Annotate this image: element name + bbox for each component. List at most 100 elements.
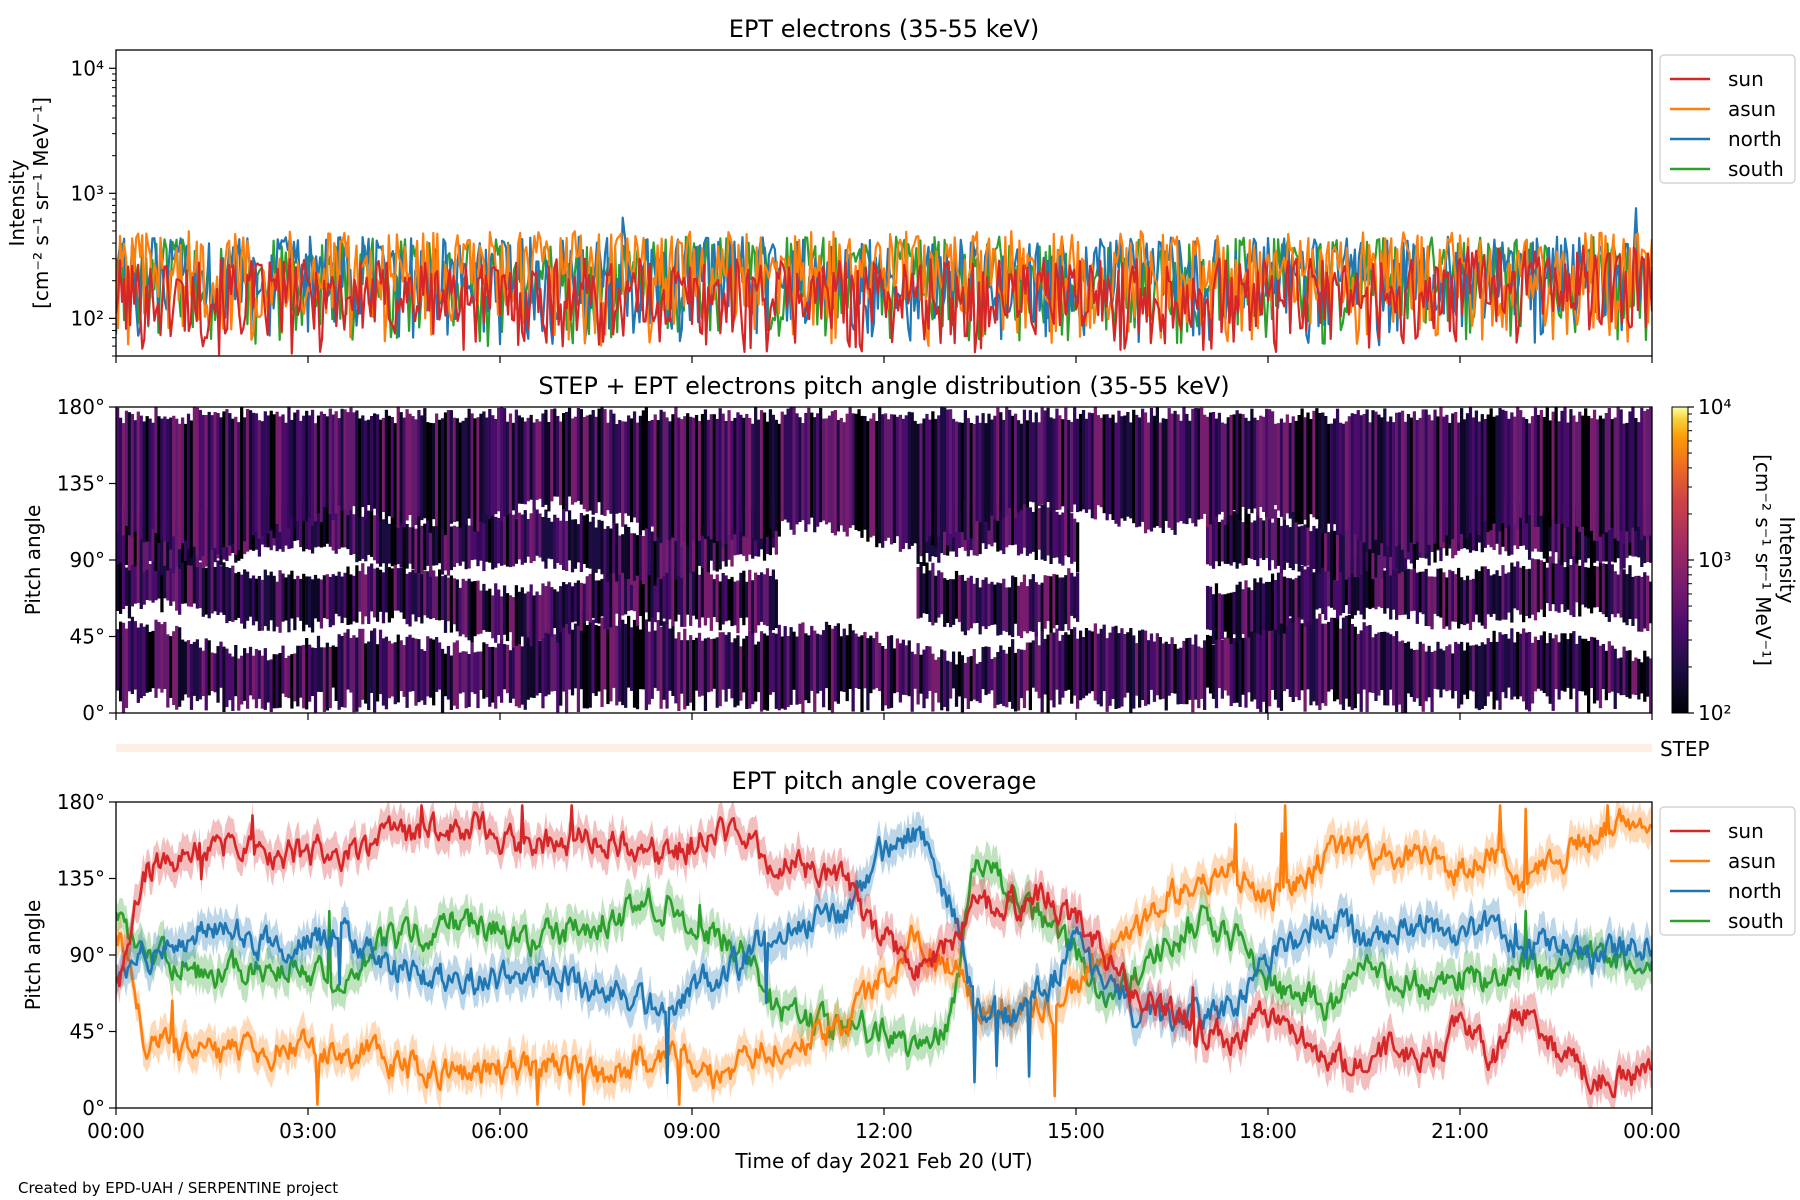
- heatmap-cell: [1008, 587, 1012, 636]
- pad-heatmap-cells: [116, 407, 1652, 713]
- heatmap-cell: [508, 595, 513, 633]
- heatmap-cell: [547, 627, 551, 695]
- heatmap-cell: [960, 655, 965, 713]
- heatmap-cell: [665, 520, 669, 573]
- heatmap-cell: [975, 577, 979, 623]
- heatmap-cell: [1016, 585, 1021, 636]
- heatmap-cell: [1539, 410, 1543, 516]
- heatmap-cell: [567, 510, 572, 561]
- heatmap-cell: [458, 518, 462, 566]
- heatmap-cell: [562, 582, 566, 628]
- heatmap-cell: [653, 414, 657, 542]
- x-tick-label: 00:00: [87, 1119, 145, 1143]
- heatmap-cell: [1061, 634, 1065, 698]
- heatmap-cell: [526, 591, 530, 638]
- heatmap-cell: [1607, 641, 1611, 693]
- heatmap-cell: [157, 416, 161, 543]
- heatmap-cell: [700, 414, 705, 537]
- heatmap-cell: [1211, 412, 1216, 521]
- heatmap-cell: [1386, 568, 1390, 609]
- heatmap-cell: [1108, 417, 1112, 515]
- heatmap-cell: [443, 574, 448, 633]
- heatmap-cell: [1592, 637, 1597, 704]
- heatmap-cell: [1152, 641, 1157, 702]
- heatmap-cell: [1457, 643, 1461, 709]
- heatmap-cell: [748, 569, 752, 631]
- heatmap-cell: [1613, 648, 1617, 709]
- heatmap-cell: [1040, 582, 1044, 632]
- heatmap-cell: [635, 620, 640, 710]
- heatmap-cell: [1105, 638, 1109, 712]
- heatmap-cell: [683, 523, 687, 573]
- y-tick-label: 0°: [82, 701, 105, 725]
- heatmap-cell: [1253, 578, 1257, 633]
- heatmap-cell: [904, 645, 908, 696]
- heatmap-cell: [1058, 640, 1062, 705]
- heatmap-cell: [748, 418, 752, 538]
- heatmap-cell: [901, 418, 905, 549]
- heatmap-cell: [485, 417, 489, 515]
- heatmap-cell: [1019, 500, 1024, 554]
- heatmap-cell: [526, 632, 530, 700]
- heatmap-cell: [792, 631, 796, 690]
- heatmap-cell: [1589, 418, 1594, 531]
- heatmap-cell: [1117, 410, 1121, 527]
- heatmap-cell: [1238, 634, 1242, 707]
- heatmap-cell: [198, 562, 202, 609]
- heatmap-cell: [1415, 572, 1419, 624]
- heatmap-cell: [1037, 645, 1041, 699]
- heatmap-cell: [833, 410, 838, 536]
- heatmap-cell: [1229, 592, 1233, 644]
- heatmap-cell: [508, 650, 513, 703]
- heatmap-cell: [1238, 518, 1242, 564]
- heatmap-cell: [133, 420, 137, 532]
- heatmap-cell: [372, 515, 377, 561]
- legend-label-sun: sun: [1728, 819, 1764, 843]
- heatmap-cell: [1022, 649, 1027, 709]
- heatmap-cell: [1454, 574, 1458, 622]
- heatmap-cell: [1170, 413, 1174, 530]
- heatmap-cell: [1400, 569, 1405, 615]
- heatmap-cell: [872, 413, 876, 536]
- heatmap-cell: [355, 501, 359, 563]
- heatmap-cell: [792, 407, 796, 535]
- heatmap-cell: [470, 510, 474, 561]
- heatmap-cell: [768, 506, 773, 556]
- heatmap-cell: [538, 421, 542, 499]
- heatmap-cell: [898, 643, 903, 703]
- heatmap-cell: [127, 412, 132, 536]
- heatmap-cell: [1412, 650, 1416, 702]
- heatmap-cell: [257, 420, 262, 539]
- heatmap-cell: [748, 630, 752, 709]
- heatmap-cell: [402, 645, 406, 697]
- heatmap-cell: [393, 563, 397, 611]
- heatmap-cell: [340, 636, 344, 708]
- heatmap-cell: [290, 654, 294, 709]
- heatmap-cell: [485, 590, 489, 632]
- heatmap-cell: [1055, 408, 1059, 510]
- heatmap-cell: [1332, 418, 1337, 525]
- heatmap-cell: [508, 413, 513, 514]
- heatmap-cell: [1288, 422, 1292, 519]
- heatmap-cell: [1185, 638, 1189, 705]
- heatmap-cell: [916, 643, 920, 705]
- heatmap-cell: [582, 610, 586, 709]
- heatmap-cell: [990, 581, 994, 625]
- heatmap-cell: [541, 517, 545, 562]
- heatmap-cell: [464, 651, 468, 709]
- heatmap-cell: [254, 649, 259, 709]
- heatmap-cell: [1504, 573, 1508, 620]
- heatmap-cell: [863, 416, 867, 530]
- heatmap-cell: [1495, 641, 1499, 701]
- heatmap-cell: [795, 413, 799, 525]
- heatmap-cell: [686, 524, 690, 571]
- y-tick-label: 45°: [70, 625, 105, 649]
- heatmap-cell: [1421, 409, 1425, 556]
- heatmap-cell: [1096, 415, 1100, 506]
- heatmap-cell: [759, 572, 764, 622]
- heatmap-cell: [1560, 633, 1564, 691]
- heatmap-cell: [585, 415, 589, 512]
- heatmap-cell: [606, 574, 610, 630]
- heatmap-cell: [1589, 636, 1594, 688]
- heatmap-cell: [724, 575, 728, 622]
